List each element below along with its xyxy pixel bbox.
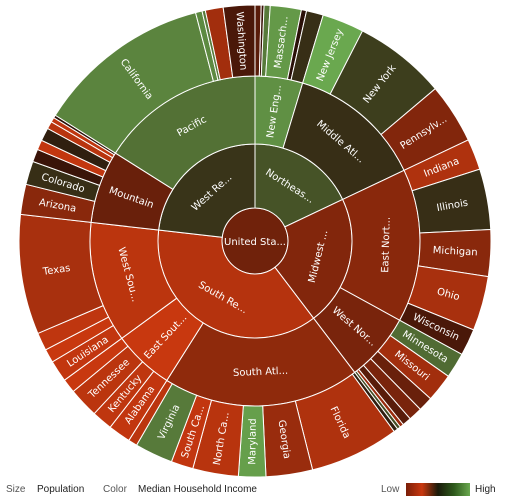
legend-bar: Size Population Color Median Household I… (0, 478, 507, 502)
state-label-washington: Washington (233, 11, 248, 70)
color-label: Color (103, 484, 127, 495)
division-label-east-north-central: East Nort... (380, 217, 393, 273)
state-label-texas: Texas (41, 263, 71, 278)
division-label-south-atlantic: South Atl... (233, 366, 289, 379)
state-slice-washington (222, 4, 256, 79)
legend-high-label: High (475, 484, 496, 495)
color-value: Median Household Income (138, 484, 257, 495)
legend-low-label: Low (381, 484, 400, 495)
size-label: Size (6, 484, 26, 495)
color-scale-gradient (406, 483, 470, 496)
root-label: United Sta... (224, 237, 286, 248)
state-label-michigan: Michigan (433, 245, 478, 258)
size-value: Population (37, 484, 85, 495)
state-label-maryland: Maryland (247, 418, 259, 465)
